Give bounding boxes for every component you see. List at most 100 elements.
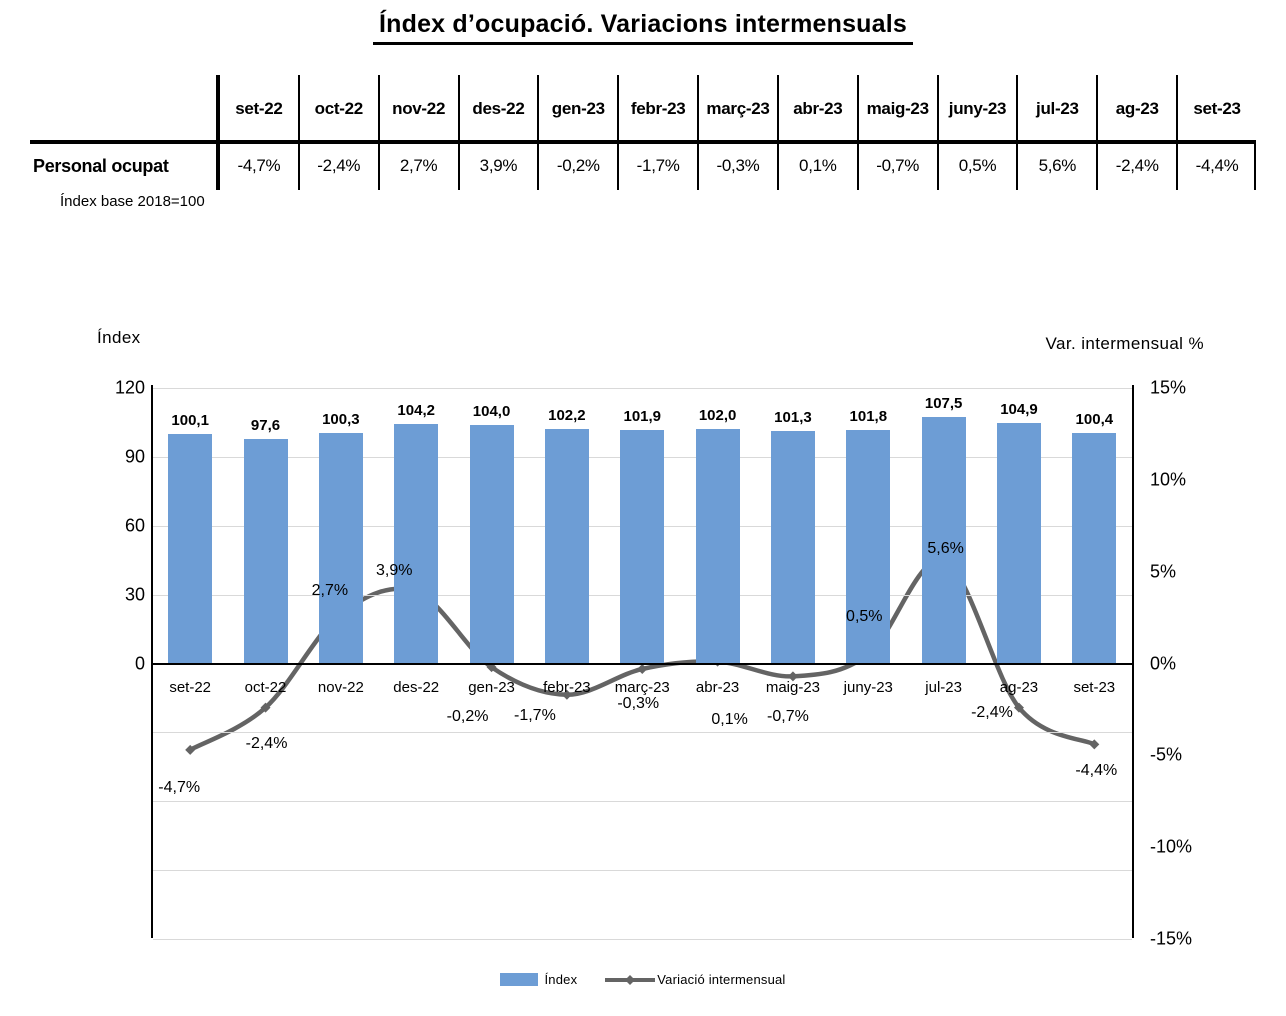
left-axis-tick: 120: [114, 377, 145, 398]
table-column: juny-23 0,5%: [936, 75, 1017, 190]
column-header-cell: gen-23: [551, 98, 605, 118]
table-right-border: [1254, 144, 1256, 190]
right-axis-tick: -10%: [1150, 836, 1193, 857]
bar-value-label: 101,3: [774, 408, 812, 426]
value-cell: 0,1%: [799, 156, 837, 175]
x-axis-label: oct-22: [244, 679, 287, 696]
x-axis-label: abr-23: [695, 679, 740, 696]
line-point-marker: [637, 664, 648, 675]
table-column: jul-23 5,6%: [1016, 75, 1096, 190]
value-cell: -0,2%: [556, 156, 600, 175]
x-axis-label: juny-23: [843, 679, 893, 696]
right-axis-tick: 15%: [1150, 377, 1187, 398]
column-header-cell: des-22: [472, 98, 525, 118]
line-point-marker: [1089, 739, 1100, 750]
title-row: Índex d’ocupació. Variacions intermensua…: [0, 10, 1286, 45]
legend-line-sample: [605, 974, 656, 985]
table-label-column: Personal ocupat: [30, 75, 220, 190]
left-axis-tick: 30: [124, 584, 145, 605]
bar: [544, 428, 589, 664]
x-axis-label: febr-23: [543, 679, 591, 696]
column-header-cell: oct-22: [314, 98, 364, 118]
right-axis-tick: -5%: [1150, 744, 1183, 765]
bar-value-label: 97,6: [250, 417, 281, 435]
bar: [394, 424, 439, 664]
bar-value-label: 100,1: [171, 411, 209, 429]
chart-legend: Índex Variació intermensual: [0, 972, 1286, 987]
table-column: maig-23 -0,7%: [856, 75, 937, 190]
right-axis-title: Var. intermensual %: [1045, 334, 1204, 353]
line-value-label: -1,7%: [513, 706, 556, 724]
line-value-label: 2,7%: [311, 581, 349, 599]
value-cell: -4,4%: [1195, 156, 1239, 175]
bar-value-label: 100,3: [322, 411, 360, 429]
legend-label-variation: Variació intermensual: [657, 972, 786, 987]
line-value-label: -4,4%: [1075, 762, 1118, 780]
table-column: oct-22 -2,4%: [297, 75, 378, 190]
grid-line: [152, 939, 1132, 940]
line-value-label: -4,7%: [158, 778, 201, 796]
right-axis-tick: 0%: [1150, 653, 1177, 673]
column-header-cell: set-23: [1193, 98, 1241, 118]
bar: [469, 424, 514, 664]
grid-line: [152, 732, 1132, 734]
table-column: març-23 -0,3%: [697, 75, 777, 190]
left-axis-line: [150, 385, 153, 938]
column-header-cell: març-23: [706, 98, 770, 118]
table-column: febr-23 -1,7%: [617, 75, 697, 190]
bar: [846, 429, 891, 664]
table-column: set-23 -4,4%: [1176, 75, 1256, 190]
left-axis-tick: 90: [124, 446, 145, 467]
x-axis-label: set-23: [1073, 679, 1116, 696]
summary-table: Personal ocupat set-22 -4,7% oct-22 -2,4% no…: [30, 75, 1256, 190]
grid-line: [152, 801, 1132, 803]
x-axis-label: des-22: [393, 679, 440, 696]
x-axis-label: març-23: [614, 679, 670, 696]
bar-value-label: 102,2: [548, 406, 586, 424]
bar-value-label: 101,8: [849, 407, 888, 425]
value-cell: -2,4%: [317, 156, 361, 175]
column-header-cell: jul-23: [1036, 98, 1079, 118]
grid-line: [152, 870, 1132, 872]
line-value-label: 0,1%: [711, 710, 748, 728]
column-header-cell: ag-23: [1115, 98, 1159, 118]
line-value-label: 0,5%: [846, 608, 883, 626]
left-axis-title: Índex: [97, 328, 141, 347]
bar: [996, 422, 1041, 664]
x-axis-label: ag-23: [999, 679, 1039, 696]
bar-value-label: 104,9: [1000, 400, 1038, 418]
x-axis-label: maig-23: [765, 679, 821, 696]
legend-label-index: Índex: [544, 972, 578, 987]
line-value-label: -0,7%: [767, 708, 809, 726]
right-axis-tick: 5%: [1150, 561, 1177, 582]
line-value-label: -2,4%: [971, 703, 1013, 721]
legend-bar-swatch: [500, 973, 539, 986]
table-column: ag-23 -2,4%: [1096, 75, 1176, 190]
line-point-marker: [185, 744, 196, 755]
value-cell: -1,7%: [636, 156, 680, 175]
table-column: set-22 -4,7%: [220, 75, 298, 190]
x-axis-label: set-22: [169, 679, 212, 696]
line-value-label: 5,6%: [927, 539, 964, 557]
column-header-cell: maig-23: [866, 98, 929, 118]
bar: [1072, 432, 1117, 664]
bar-value-label: 102,0: [698, 407, 737, 425]
table-header-rule: [30, 140, 1256, 144]
value-cell: -4,7%: [237, 156, 281, 175]
left-axis-tick: 0: [134, 653, 145, 673]
left-axis-tick: 60: [124, 515, 145, 536]
value-cell: -0,3%: [716, 156, 760, 175]
value-cell: 2,7%: [399, 156, 438, 175]
table-column: nov-22 2,7%: [377, 75, 458, 190]
x-axis-label: gen-23: [468, 679, 515, 696]
value-cell: 0,5%: [958, 156, 997, 175]
column-header-cell: abr-23: [793, 98, 843, 118]
bar: [243, 439, 288, 664]
table-column: gen-23 -0,2%: [537, 75, 617, 190]
bar-value-label: 107,5: [924, 394, 963, 412]
column-header-cell: nov-22: [392, 98, 446, 118]
right-axis-tick: -15%: [1150, 928, 1193, 949]
x-axis-label: jul-23: [925, 679, 962, 696]
